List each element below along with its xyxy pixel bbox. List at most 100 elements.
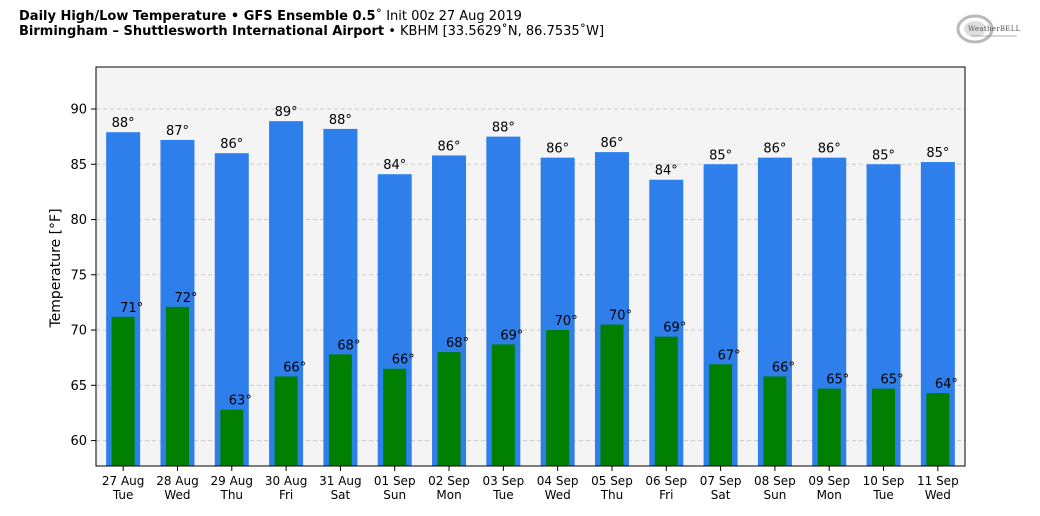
low-temp-label: 63° xyxy=(229,394,252,409)
y-tick-label: 70 xyxy=(70,324,87,339)
low-temp-label: 65° xyxy=(826,373,849,388)
low-temp-label: 66° xyxy=(283,360,306,375)
x-tick-weekday: Sat xyxy=(331,488,351,502)
low-temp-bar xyxy=(491,344,515,466)
high-temp-label: 86° xyxy=(220,137,243,152)
high-temp-label: 89° xyxy=(275,105,298,120)
chart-title-init: ˚ Init 00z 27 Aug 2019 xyxy=(375,9,522,24)
x-tick-date: 11 Sep xyxy=(917,474,959,488)
high-temp-label: 88° xyxy=(329,113,352,128)
x-tick-date: 30 Aug xyxy=(265,474,308,488)
bar-labels: 88° 71° 87° 72° 86° 63° 89° 66° 88° 68° 84° 66° 86° 6… xyxy=(112,105,958,408)
x-tick-weekday: Sat xyxy=(711,488,731,502)
x-tick-date: 05 Sep xyxy=(591,474,633,488)
low-temp-label: 70° xyxy=(609,309,632,324)
bars xyxy=(106,121,955,467)
x-tick-weekday: Sun xyxy=(763,488,786,502)
high-temp-label: 88° xyxy=(112,116,135,131)
x-tick-date: 08 Sep xyxy=(754,474,796,488)
low-temp-bar xyxy=(437,352,461,466)
x-tick-weekday: Wed xyxy=(545,488,571,502)
x-tick-date: 10 Sep xyxy=(863,474,905,488)
high-temp-label: 86° xyxy=(546,142,569,157)
low-temp-label: 68° xyxy=(337,338,360,353)
x-tick-weekday: Tue xyxy=(112,488,134,502)
high-temp-label: 86° xyxy=(763,142,786,157)
location-coords: • KBHM [33.5629˚N, 86.7535˚W] xyxy=(384,24,605,39)
low-temp-bar xyxy=(111,316,135,466)
x-tick-weekday: Wed xyxy=(925,488,951,502)
low-temp-bar xyxy=(274,376,298,466)
low-temp-bar xyxy=(654,336,678,466)
y-tick-label: 80 xyxy=(70,213,87,228)
logo-brand-text: WeatherBELL xyxy=(968,25,1021,33)
low-temp-label: 70° xyxy=(555,314,578,329)
x-tick-date: 01 Sep xyxy=(374,474,416,488)
low-temp-bar xyxy=(165,306,189,466)
y-tick-label: 85 xyxy=(70,158,87,173)
low-temp-bar xyxy=(220,409,244,466)
y-tick-label: 65 xyxy=(70,379,87,394)
x-tick-date: 09 Sep xyxy=(808,474,850,488)
y-axis-label: Temperature [°F] xyxy=(48,208,64,328)
plot-frame xyxy=(95,66,966,467)
low-temp-label: 65° xyxy=(881,373,904,388)
low-temp-bar xyxy=(328,354,352,466)
low-temp-bar xyxy=(709,364,733,466)
high-temp-label: 85° xyxy=(709,148,732,163)
x-tick-weekday: Mon xyxy=(436,488,461,502)
x-tick-weekday: Thu xyxy=(220,488,244,502)
weatherbell-logo-icon: WeatherBELL xyxy=(955,12,1021,46)
x-tick-weekday: Mon xyxy=(817,488,842,502)
y-axis: 60 65 70 75 80 85 90 xyxy=(70,103,96,449)
chart-header: Daily High/Low Temperature • GFS Ensembl… xyxy=(19,9,604,39)
high-temp-label: 85° xyxy=(872,148,895,163)
high-temp-label: 86° xyxy=(438,139,461,154)
low-temp-bar xyxy=(872,388,896,466)
x-tick-weekday: Sun xyxy=(383,488,406,502)
x-tick-date: 06 Sep xyxy=(645,474,687,488)
x-tick-weekday: Fri xyxy=(659,488,673,502)
low-temp-bar xyxy=(600,324,624,466)
x-tick-date: 03 Sep xyxy=(482,474,524,488)
high-temp-label: 84° xyxy=(655,164,678,179)
chart-location: Birmingham – Shuttlesworth International… xyxy=(19,24,604,39)
low-temp-bar xyxy=(817,388,841,466)
low-temp-label: 67° xyxy=(718,348,741,363)
x-tick-date: 27 Aug xyxy=(102,474,145,488)
low-temp-label: 69° xyxy=(663,321,686,336)
x-tick-weekday: Tue xyxy=(872,488,894,502)
high-temp-label: 88° xyxy=(492,121,515,136)
low-temp-label: 64° xyxy=(935,377,958,392)
low-temp-bar xyxy=(763,376,787,466)
high-temp-label: 84° xyxy=(383,158,406,173)
x-tick-date: 07 Sep xyxy=(700,474,742,488)
y-tick-label: 60 xyxy=(70,434,87,449)
low-temp-bar xyxy=(926,393,950,466)
y-tick-label: 90 xyxy=(70,103,87,118)
x-tick-date: 04 Sep xyxy=(537,474,579,488)
low-temp-label: 69° xyxy=(500,328,523,343)
high-temp-label: 86° xyxy=(818,142,841,157)
low-temp-label: 66° xyxy=(772,360,795,375)
x-tick-weekday: Wed xyxy=(164,488,190,502)
x-tick-date: 02 Sep xyxy=(428,474,470,488)
chart-title: Daily High/Low Temperature • GFS Ensembl… xyxy=(19,9,604,24)
low-temp-bar xyxy=(546,330,570,466)
y-tick-label: 75 xyxy=(70,268,87,283)
low-temp-label: 71° xyxy=(120,301,143,316)
x-tick-weekday: Fri xyxy=(279,488,293,502)
x-tick-weekday: Tue xyxy=(492,488,514,502)
chart-title-main: Daily High/Low Temperature • GFS Ensembl… xyxy=(19,9,376,24)
high-temp-label: 87° xyxy=(166,124,189,139)
high-temp-label: 85° xyxy=(926,146,949,161)
x-tick-date: 29 Aug xyxy=(211,474,254,488)
x-tick-date: 31 Aug xyxy=(319,474,362,488)
x-tick-weekday: Thu xyxy=(600,488,624,502)
location-name: Birmingham – Shuttlesworth International… xyxy=(19,24,385,39)
low-temp-label: 68° xyxy=(446,336,469,351)
x-tick-date: 28 Aug xyxy=(156,474,199,488)
low-temp-label: 72° xyxy=(174,291,197,306)
